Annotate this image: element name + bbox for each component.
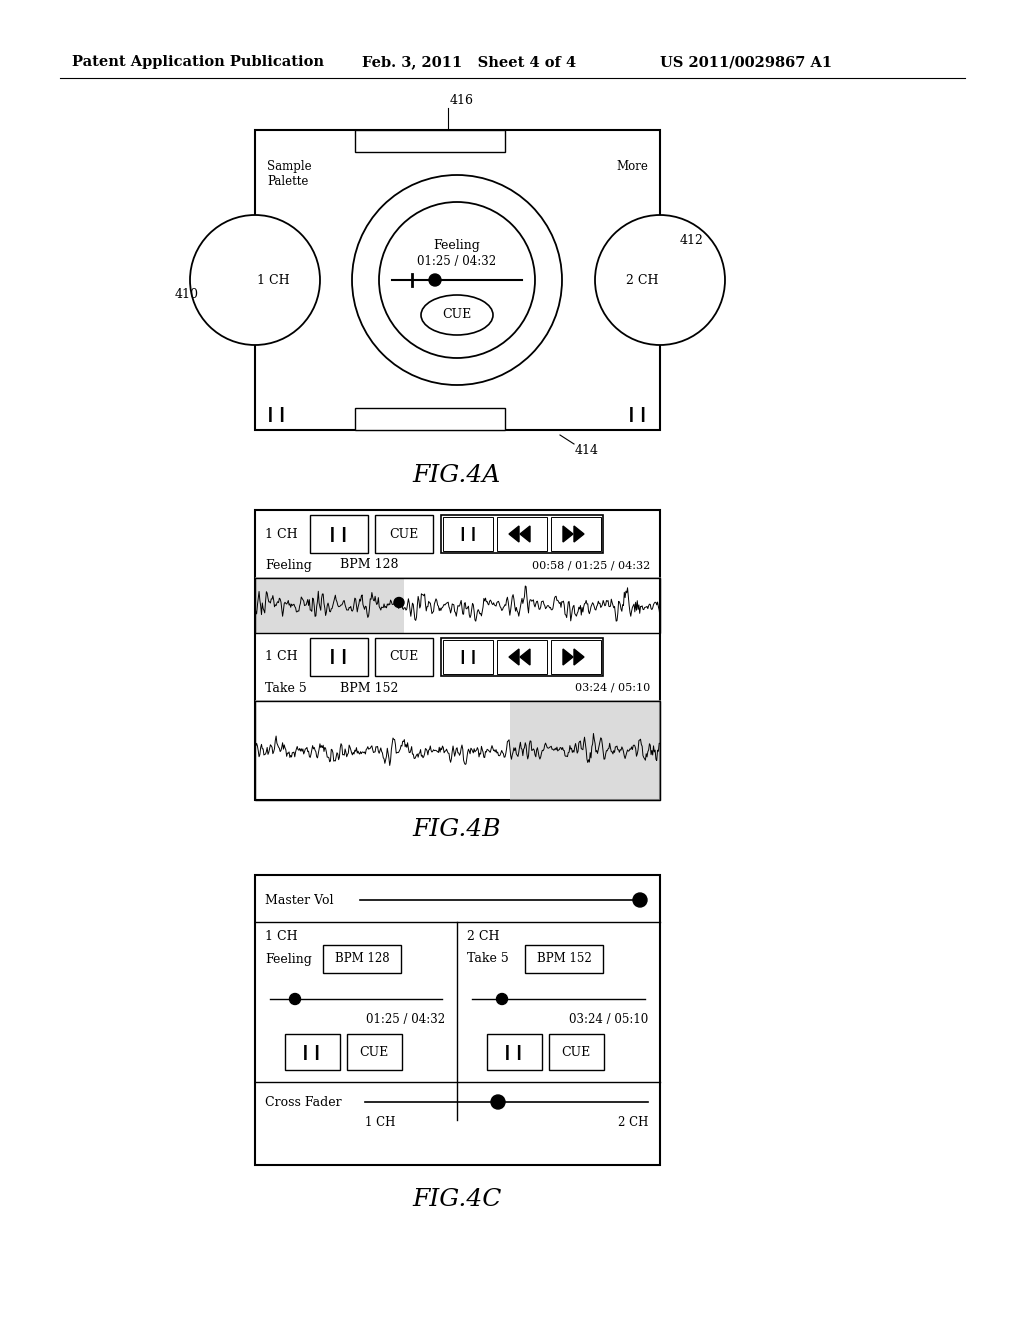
Circle shape [290, 994, 300, 1005]
Text: 414: 414 [575, 444, 599, 457]
Bar [355, 408, 505, 430]
Text: BPM 128: BPM 128 [340, 558, 398, 572]
Text: FIG.4C: FIG.4C [413, 1188, 502, 1212]
Text: CUE: CUE [442, 309, 472, 322]
Bar [375, 515, 433, 553]
Bar [255, 875, 660, 1166]
Bar [323, 945, 401, 973]
Text: 01:25 / 04:32: 01:25 / 04:32 [366, 1012, 445, 1026]
Text: 03:24 / 05:10: 03:24 / 05:10 [574, 682, 650, 693]
Bar [255, 578, 404, 634]
Text: 1 CH: 1 CH [265, 651, 298, 664]
Ellipse shape [421, 294, 493, 335]
Text: Sample
Palette: Sample Palette [267, 160, 311, 187]
Text: ❙❙: ❙❙ [626, 408, 650, 422]
Polygon shape [574, 649, 584, 665]
Circle shape [492, 1096, 505, 1109]
Bar [525, 945, 603, 973]
Text: Feeling: Feeling [265, 953, 312, 965]
Bar [497, 517, 547, 550]
Polygon shape [520, 525, 530, 543]
Bar [551, 517, 601, 550]
Circle shape [379, 202, 535, 358]
Text: 1 CH: 1 CH [265, 528, 298, 540]
Polygon shape [563, 525, 573, 543]
Bar [255, 578, 660, 634]
Text: CUE: CUE [389, 528, 419, 540]
Text: ❙❙: ❙❙ [457, 527, 479, 541]
Bar [497, 640, 547, 675]
Text: 01:25 / 04:32: 01:25 / 04:32 [418, 256, 497, 268]
Polygon shape [509, 525, 519, 543]
Text: 1 CH: 1 CH [257, 273, 290, 286]
Text: CUE: CUE [359, 1045, 389, 1059]
Text: ❙❙: ❙❙ [264, 408, 290, 422]
Text: Feeling: Feeling [265, 558, 312, 572]
Bar [441, 638, 603, 676]
Text: Cross Fader: Cross Fader [265, 1096, 342, 1109]
Bar [285, 1034, 340, 1071]
Text: ❙❙: ❙❙ [299, 1044, 325, 1060]
Text: Take 5: Take 5 [467, 953, 509, 965]
Bar [510, 701, 660, 800]
Text: 2 CH: 2 CH [617, 1115, 648, 1129]
Circle shape [190, 215, 319, 345]
Text: US 2011/0029867 A1: US 2011/0029867 A1 [660, 55, 833, 69]
Bar [441, 515, 603, 553]
FancyArrowPatch shape [648, 244, 677, 260]
Text: CUE: CUE [389, 651, 419, 664]
Text: 03:24 / 05:10: 03:24 / 05:10 [568, 1012, 648, 1026]
Circle shape [352, 176, 562, 385]
Polygon shape [563, 649, 573, 665]
Text: Take 5: Take 5 [265, 681, 307, 694]
Text: 1 CH: 1 CH [265, 931, 298, 944]
Polygon shape [574, 525, 584, 543]
Text: 2 CH: 2 CH [467, 931, 500, 944]
Text: CUE: CUE [561, 1045, 591, 1059]
Bar [443, 517, 493, 550]
Polygon shape [509, 649, 519, 665]
Text: 416: 416 [450, 94, 474, 107]
Text: Feb. 3, 2011   Sheet 4 of 4: Feb. 3, 2011 Sheet 4 of 4 [362, 55, 577, 69]
Text: Master Vol: Master Vol [265, 894, 334, 907]
Text: ❙❙: ❙❙ [457, 649, 479, 664]
Text: 1 CH: 1 CH [365, 1115, 395, 1129]
Bar [443, 640, 493, 675]
Bar [310, 638, 368, 676]
Text: FIG.4B: FIG.4B [413, 818, 502, 842]
Text: Patent Application Publication: Patent Application Publication [72, 55, 324, 69]
Text: FIG.4A: FIG.4A [413, 463, 501, 487]
Bar [549, 1034, 604, 1071]
Text: More: More [616, 160, 648, 173]
Circle shape [394, 598, 404, 607]
Text: BPM 128: BPM 128 [335, 953, 389, 965]
Bar [255, 129, 660, 430]
Bar [255, 510, 660, 800]
Text: 00:58 / 01:25 / 04:32: 00:58 / 01:25 / 04:32 [531, 560, 650, 570]
Bar [551, 640, 601, 675]
Text: BPM 152: BPM 152 [340, 681, 398, 694]
Text: ❙❙: ❙❙ [327, 649, 352, 664]
Bar [375, 638, 433, 676]
Text: 410: 410 [175, 289, 199, 301]
Text: 2 CH: 2 CH [626, 273, 658, 286]
Text: BPM 152: BPM 152 [537, 953, 592, 965]
Text: 412: 412 [680, 234, 703, 247]
Bar [255, 701, 660, 800]
Text: ❙❙: ❙❙ [502, 1044, 526, 1060]
Bar [347, 1034, 402, 1071]
Bar [310, 515, 368, 553]
Bar [355, 129, 505, 152]
Text: Feeling: Feeling [433, 239, 480, 252]
FancyArrowPatch shape [208, 286, 228, 293]
Bar [487, 1034, 542, 1071]
Polygon shape [520, 649, 530, 665]
Circle shape [497, 994, 508, 1005]
Circle shape [429, 275, 441, 286]
Circle shape [633, 894, 647, 907]
Circle shape [595, 215, 725, 345]
Text: ❙❙: ❙❙ [327, 527, 352, 541]
